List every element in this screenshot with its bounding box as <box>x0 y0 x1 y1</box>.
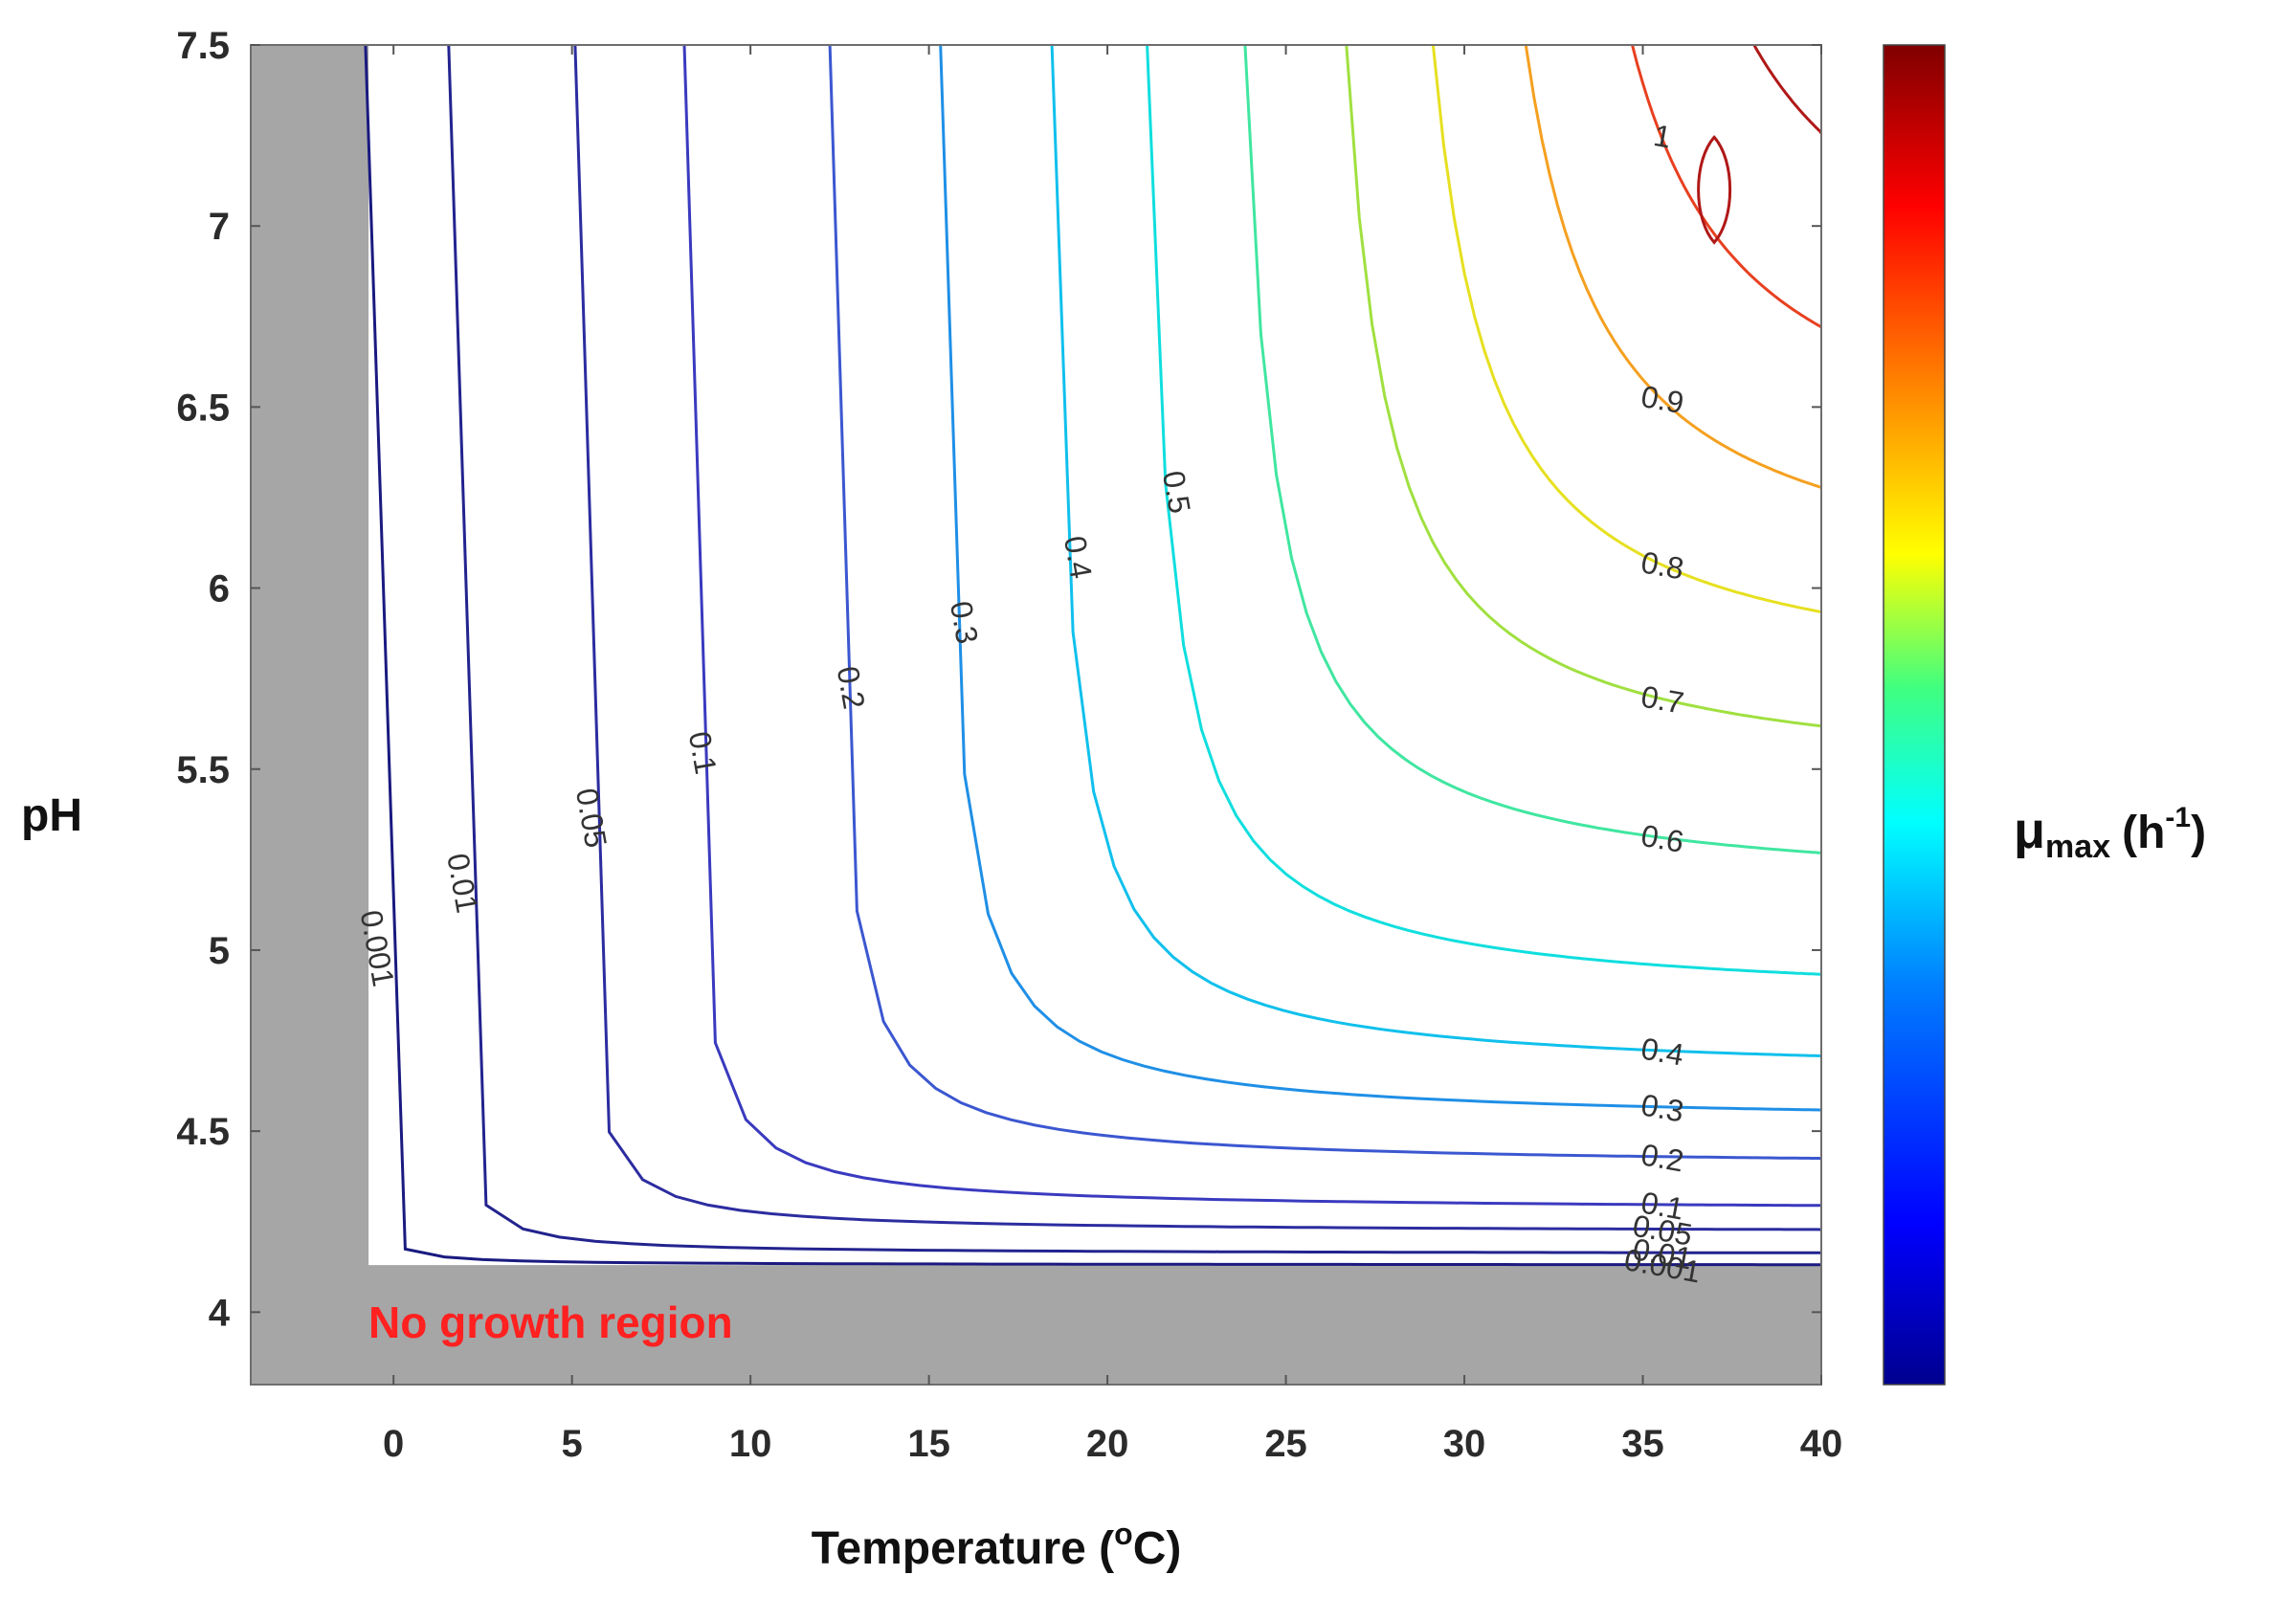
contour-line-1 <box>1631 45 1821 329</box>
contour-label-top: 0.1 <box>682 729 724 777</box>
contour-line-0.2 <box>828 45 1821 1161</box>
contour-line-0.3 <box>939 45 1821 1112</box>
contour-label-top: 0.2 <box>831 664 872 712</box>
contour-label-right: 1 <box>1651 118 1674 155</box>
contour-label-right: 0.4 <box>1638 1031 1686 1072</box>
contour-label-right: 0.7 <box>1638 679 1686 721</box>
contour-line-0.9 <box>1524 45 1821 489</box>
plot-area <box>251 45 1821 1385</box>
contour-line-1.1 <box>1752 45 1821 134</box>
x-tick-label: 40 <box>1800 1423 1843 1465</box>
y-tick-label: 4.5 <box>176 1111 230 1153</box>
contour-line-0.6 <box>1243 45 1821 854</box>
contour-line-0.001 <box>364 45 1821 1267</box>
contour-line-0.4 <box>1050 45 1821 1057</box>
x-tick-label: 25 <box>1264 1423 1307 1465</box>
contour-label-right: 0.2 <box>1638 1137 1686 1178</box>
y-axis-title: pH <box>21 790 82 841</box>
y-tick-label: 6 <box>209 568 230 610</box>
y-tick-label: 5 <box>209 930 230 972</box>
contour-lines <box>364 45 1821 1267</box>
contour-label-top: 0.3 <box>944 598 985 646</box>
contour-labels: 0.0010.0010.010.010.050.050.10.10.20.20.… <box>354 118 1704 1289</box>
contour-label-right: 0.9 <box>1638 379 1686 420</box>
x-tick-label: 0 <box>383 1423 404 1465</box>
contour-line-0.01 <box>447 45 1821 1254</box>
y-tick-label: 5.5 <box>176 749 230 791</box>
x-axis-ticks: 0 5 10 15 20 25 30 35 40 <box>383 45 1842 1465</box>
x-tick-label: 35 <box>1621 1423 1664 1465</box>
contour-label-top: 0.4 <box>1058 533 1099 581</box>
x-tick-label: 10 <box>729 1423 772 1465</box>
y-tick-label: 4 <box>209 1292 231 1334</box>
contour-line-0.7 <box>1345 45 1821 728</box>
contour-label-right: 0.8 <box>1638 544 1686 586</box>
optimum-contour <box>1697 135 1732 245</box>
colorbar <box>1883 44 1946 1386</box>
contour-label-right: 0.6 <box>1638 818 1686 859</box>
contour-label-right: 0.3 <box>1638 1087 1686 1128</box>
y-axis-ticks: 4 4.5 5 5.5 6 6.5 7 7.5 <box>176 25 1821 1334</box>
y-tick-label: 6.5 <box>176 387 230 429</box>
contour-line-0.8 <box>1431 45 1821 613</box>
x-tick-label: 5 <box>562 1423 583 1465</box>
contour-line-0.5 <box>1146 45 1821 976</box>
y-tick-label: 7.5 <box>176 25 230 67</box>
colorbar-title: μmax (h-1) <box>2014 802 2206 865</box>
plot-frame <box>250 44 1822 1386</box>
contour-line-0.1 <box>682 45 1821 1208</box>
x-axis-title: Temperature (oC) <box>812 1517 1182 1574</box>
contour-label-right: 0.1 <box>1638 1185 1686 1226</box>
contour-label-top: 0.5 <box>1156 468 1197 516</box>
x-tick-label: 20 <box>1086 1423 1129 1465</box>
contour-line-0.05 <box>573 45 1821 1231</box>
x-tick-label: 15 <box>907 1423 950 1465</box>
no-growth-label: No growth region <box>368 1298 733 1347</box>
y-tick-label: 7 <box>209 206 230 248</box>
x-tick-label: 30 <box>1443 1423 1486 1465</box>
